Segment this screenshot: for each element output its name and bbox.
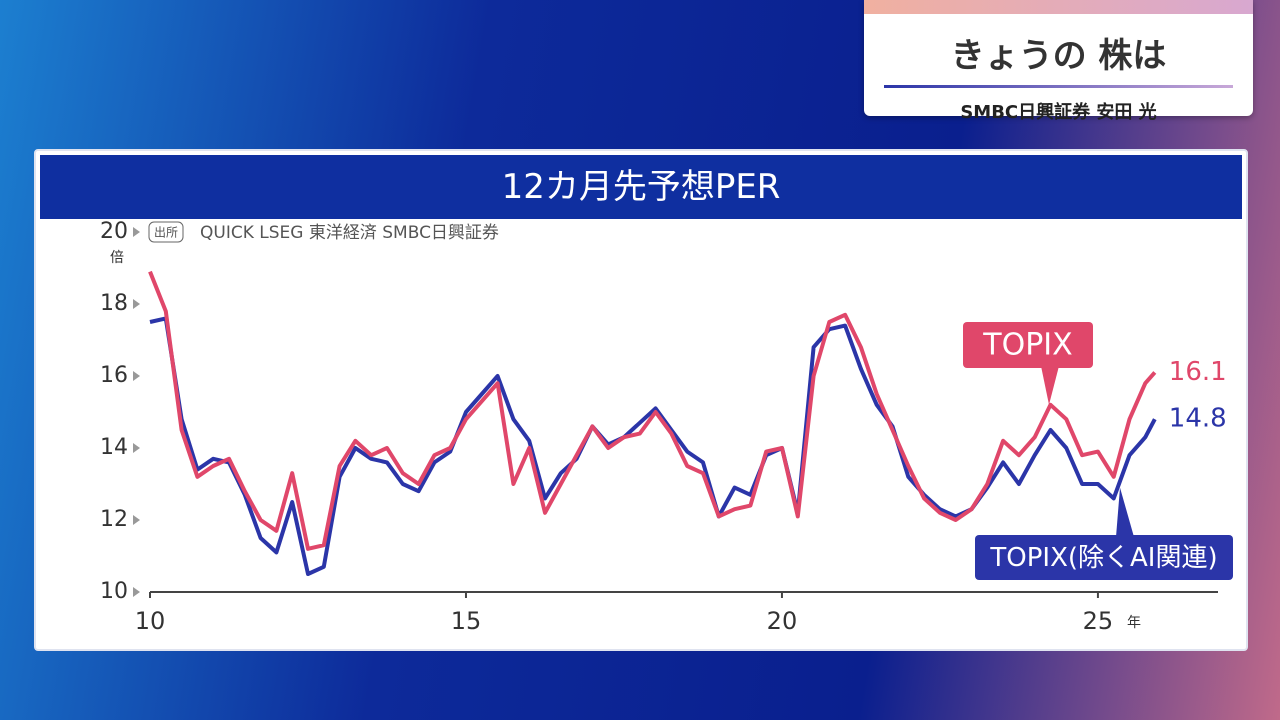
end-value-label: 14.8	[1169, 404, 1227, 434]
y-tick-label: 18	[100, 291, 128, 316]
x-unit: 年	[1127, 615, 1141, 631]
y-unit: 倍	[110, 250, 124, 266]
y-tick-mark	[133, 227, 140, 237]
end-value-label: 16.1	[1169, 357, 1227, 387]
legend-label: TOPIX	[982, 328, 1072, 363]
header-rule	[884, 85, 1233, 88]
program-header: きょうの 株は SMBC日興証券 安田 光	[864, 0, 1253, 123]
header-bar	[864, 0, 1253, 14]
y-tick-mark	[133, 587, 140, 597]
header-subtitle: SMBC日興証券 安田 光	[960, 102, 1157, 123]
chart-title: 12カ月先予想PER	[40, 155, 1242, 219]
series-line	[149, 316, 1157, 576]
y-tick-label: 10	[100, 579, 128, 604]
x-tick-label: 25	[1083, 607, 1114, 635]
x-tick-label: 10	[135, 607, 166, 635]
y-tick-mark	[133, 515, 140, 525]
legend-label: TOPIX(除くAI関連)	[989, 543, 1217, 573]
y-tick-label: 16	[100, 363, 128, 388]
source-box	[148, 221, 184, 243]
legend-box	[963, 322, 1093, 368]
y-tick-label: 20	[100, 219, 128, 244]
legend-box	[975, 535, 1233, 580]
source-label: 出所	[154, 226, 178, 240]
y-tick-mark	[133, 443, 140, 453]
header-title: きょうの 株は	[950, 36, 1167, 76]
y-tick-label: 14	[100, 435, 128, 460]
x-tick-label: 15	[451, 607, 482, 635]
legend-pointer	[1041, 366, 1059, 405]
y-tick-label: 12	[100, 507, 128, 532]
y-tick-mark	[133, 299, 140, 309]
series-line	[148, 270, 1157, 551]
legend-pointer	[1116, 487, 1134, 537]
y-tick-mark	[133, 371, 140, 381]
x-tick-label: 20	[767, 607, 798, 635]
source: QUICK LSEG 東洋経済 SMBC日興証券	[200, 223, 499, 243]
